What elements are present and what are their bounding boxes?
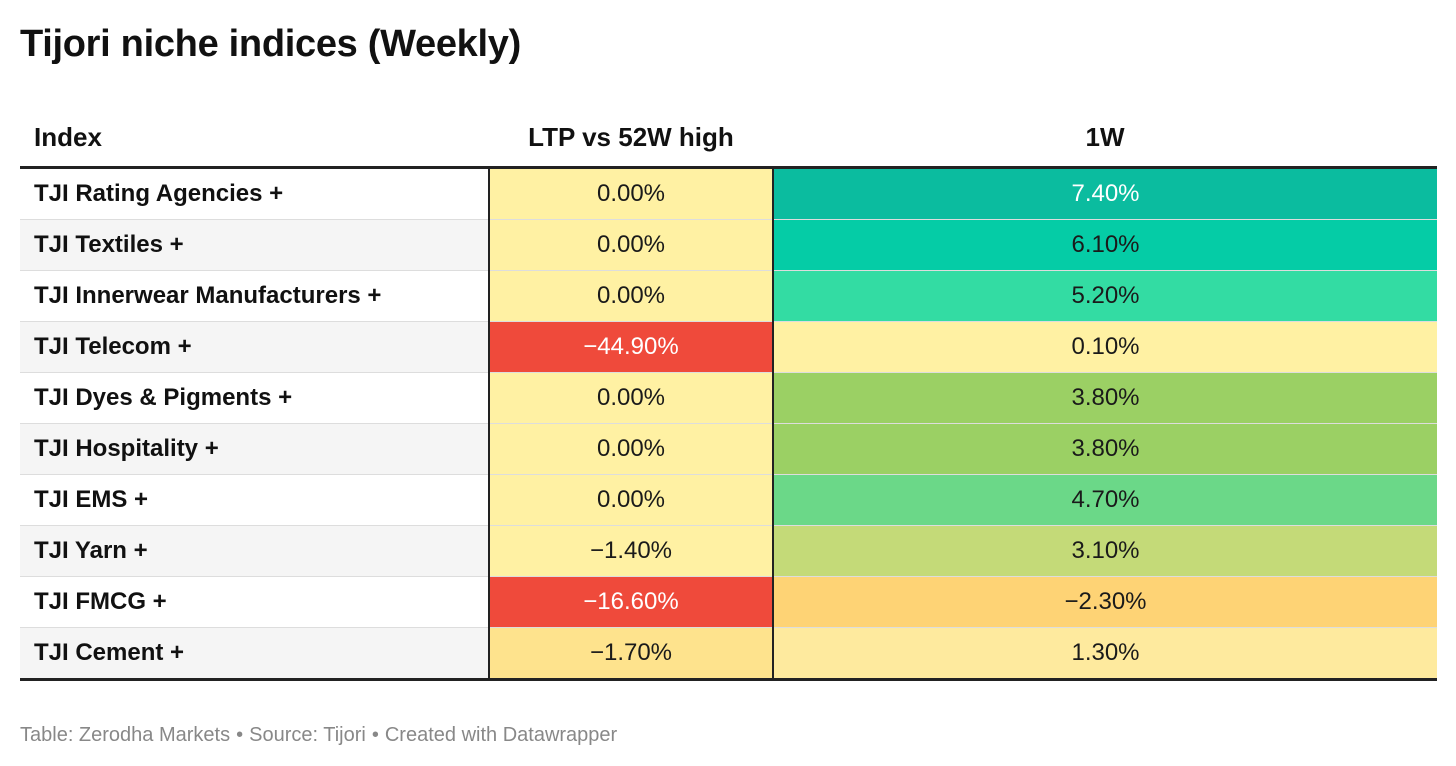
footer-separator: •	[371, 724, 379, 746]
index-name-cell: TJI Dyes & Pigments +	[20, 372, 489, 424]
ltp-vs-52w-high-cell: 0.00%	[488, 423, 774, 475]
index-name-cell: TJI EMS +	[20, 474, 489, 526]
index-name-cell: TJI Innerwear Manufacturers +	[20, 270, 489, 322]
table-row: TJI Telecom + −44.90% 0.10%	[20, 321, 1437, 373]
index-name-cell: TJI Rating Agencies +	[20, 167, 489, 220]
table-row: TJI Textiles +0.00% 6.10%	[20, 219, 1437, 271]
footer-separator: •	[236, 724, 244, 746]
table-row: TJI Dyes & Pigments +0.00% 3.80%	[20, 372, 1437, 424]
table-row: TJI FMCG + −16.60% −2.30%	[20, 576, 1437, 628]
table-row: TJI Hospitality +0.00% 3.80%	[20, 423, 1437, 475]
footer-credits: Table: Zerodha Markets • Source: Tijori • Cr…	[20, 722, 617, 748]
one-week-change-cell: 3.10%	[773, 525, 1437, 577]
indices-table: Index LTP vs 52W high 1W TJI Rating Agen…	[20, 108, 1437, 681]
column-header-ltp-vs-52w-high[interactable]: LTP vs 52W high	[489, 108, 773, 169]
table-header-row: Index LTP vs 52W high 1W	[20, 108, 1437, 169]
index-name-cell: TJI Yarn +	[20, 525, 489, 577]
ltp-vs-52w-high-cell: 0.00%	[488, 167, 774, 220]
one-week-change-cell: 3.80%	[773, 423, 1437, 475]
ltp-vs-52w-high-cell: 0.00%	[488, 474, 774, 526]
table-row: TJI Cement + −1.70% 1.30%	[20, 627, 1437, 681]
table-row: TJI Rating Agencies +0.00% 7.40%	[20, 167, 1437, 220]
table-row: TJI Yarn + −1.40% 3.10%	[20, 525, 1437, 577]
ltp-vs-52w-high-cell: 0.00%	[488, 219, 774, 271]
column-header-index[interactable]: Index	[20, 108, 489, 169]
footer-table-credit: Table: Zerodha Markets	[20, 724, 231, 746]
one-week-change-cell: 3.80%	[773, 372, 1437, 424]
one-week-change-cell: 6.10%	[773, 219, 1437, 271]
one-week-change-cell: 5.20%	[773, 270, 1437, 322]
index-name-cell: TJI Textiles +	[20, 219, 489, 271]
index-name-cell: TJI Telecom +	[20, 321, 489, 373]
ltp-vs-52w-high-cell: −16.60%	[488, 576, 774, 628]
chart-title: Tijori niche indices (Weekly)	[20, 23, 521, 65]
ltp-vs-52w-high-cell: 0.00%	[488, 270, 774, 322]
ltp-vs-52w-high-cell: −1.70%	[488, 627, 774, 681]
one-week-change-cell: 1.30%	[773, 627, 1437, 681]
table-row: TJI EMS +0.00% 4.70%	[20, 474, 1437, 526]
one-week-change-cell: −2.30%	[773, 576, 1437, 628]
index-name-cell: TJI FMCG +	[20, 576, 489, 628]
index-name-cell: TJI Cement +	[20, 627, 489, 681]
ltp-vs-52w-high-cell: −1.40%	[488, 525, 774, 577]
one-week-change-cell: 4.70%	[773, 474, 1437, 526]
ltp-vs-52w-high-cell: 0.00%	[488, 372, 774, 424]
table-body: TJI Rating Agencies +0.00% 7.40% TJI Texti…	[20, 167, 1437, 681]
index-name-cell: TJI Hospitality +	[20, 423, 489, 475]
footer-created-with: Created with Datawrapper	[384, 724, 618, 746]
table-row: TJI Innerwear Manufacturers +0.00% 5.20%	[20, 270, 1437, 322]
footer-source: Source: Tijori	[249, 724, 366, 746]
one-week-change-cell: 0.10%	[773, 321, 1437, 373]
column-header-1w[interactable]: 1W	[773, 108, 1437, 169]
ltp-vs-52w-high-cell: −44.90%	[488, 321, 774, 373]
one-week-change-cell: 7.40%	[773, 167, 1437, 220]
